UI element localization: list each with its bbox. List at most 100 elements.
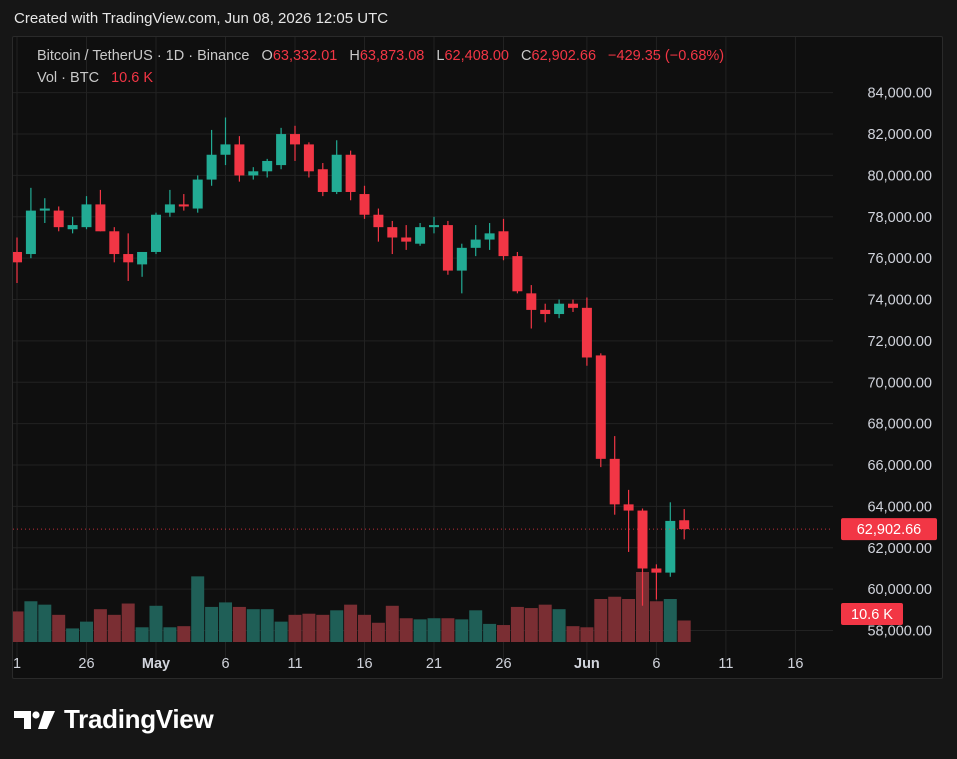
candle-body [262,160,273,172]
volume-bar [80,621,93,642]
candle [581,297,592,366]
candle-body [109,231,120,255]
candle [512,251,523,294]
candle [554,299,565,319]
open-value: 63,332.01 [272,48,338,64]
volume-bar [649,601,663,642]
open-label: O [261,48,273,64]
candle-body [512,256,523,292]
chart-panel[interactable]: 84,000.00 82,000.00 80,000.00 78,000.00 76,0… [12,36,943,679]
candle-body [53,210,64,228]
candle [276,127,287,170]
volume-value: 10.6 K [111,70,153,86]
x-tick-label: 6 [652,656,660,672]
last-price-badge: 62,902.66 [841,518,937,541]
candle-body [220,144,231,155]
candles [13,117,690,606]
volume-bar [24,601,38,642]
candle [331,140,342,195]
candle-body [67,225,78,230]
volume-bar [302,613,316,642]
candle-body [345,154,356,192]
candle [401,225,412,250]
grid-lines [13,37,833,662]
y-tick-label: 70,000.00 [867,375,932,391]
y-axis: 84,000.00 82,000.00 80,000.00 78,000.00 76,0… [867,86,932,640]
y-tick-label: 64,000.00 [867,499,932,515]
volume-bar [316,614,330,642]
volume-price-badge: 10.6 K [841,603,903,625]
candle [526,285,537,329]
y-tick-label: 82,000.00 [867,127,932,143]
candle [609,436,620,515]
x-tick-label: May [142,656,170,672]
created-with-text: Created with TradingView.com, Jun 08, 20… [14,10,389,27]
candle-body [387,227,398,238]
candlestick-chart[interactable]: 84,000.00 82,000.00 80,000.00 78,000.00 76,0… [13,37,942,678]
candle-body [595,355,606,459]
candle-body [415,227,426,244]
x-tick-label: Jun [574,656,600,672]
volume-bar [330,610,344,642]
tradingview-wordmark: TradingView [64,704,214,734]
candle [303,142,314,178]
volume-bar [13,611,24,642]
candle-body [164,204,175,213]
candle-body [568,303,578,308]
candle-body [401,237,412,242]
tradingview-logo-icon [14,710,55,729]
candle [137,251,148,277]
x-tick-label: 16 [356,656,372,672]
low-value: 62,408.00 [444,48,509,64]
volume-bar [469,610,483,642]
last-price-badge-bg [841,518,937,541]
candle-body [609,458,620,505]
volume-bar [246,609,260,642]
last-price-badge-label: 62,902.66 [857,522,922,538]
candle [595,353,606,468]
candle [67,216,78,234]
volume-bar [677,620,691,642]
candle [651,564,662,600]
x-tick-label: 11 [718,656,733,672]
volume-bar [135,627,149,642]
volume-bar [497,625,510,642]
candle-body [192,179,203,209]
candle [470,225,481,257]
candle [442,220,453,275]
volume-bar [344,604,358,642]
volume-badge-bg [841,603,903,625]
candle-body [303,144,314,172]
volume-bar [371,622,385,642]
volume-bar [427,618,441,642]
candle-body [25,210,36,255]
volume-bar [538,604,552,642]
volume-bar [274,621,288,642]
volume-bar [191,576,205,642]
high-label: H [349,48,360,64]
volume-bar [232,606,246,642]
volume-label: Vol · BTC [37,70,100,86]
candle [178,194,189,211]
volume-bar [205,606,219,642]
y-tick-label: 76,000.00 [867,251,932,267]
close-value: 62,902.66 [531,48,597,64]
candle-body [151,214,161,252]
volume-bar [149,605,163,642]
candle-body [359,194,370,215]
candle-body [234,144,245,176]
candle-body [456,247,467,271]
candle-body [623,504,634,511]
y-tick-label: 74,000.00 [867,293,932,309]
candle [415,223,426,246]
candle-body [178,204,189,207]
candle [248,167,259,180]
volume-bar [636,572,649,642]
candle-body [526,293,537,310]
candle-body [540,309,551,315]
volume-bar [524,608,538,642]
symbol-label: Bitcoin / TetherUS · 1D · Binance [37,48,250,64]
volume-bar [163,627,177,642]
volume-bar [385,605,399,642]
candle [234,136,245,182]
